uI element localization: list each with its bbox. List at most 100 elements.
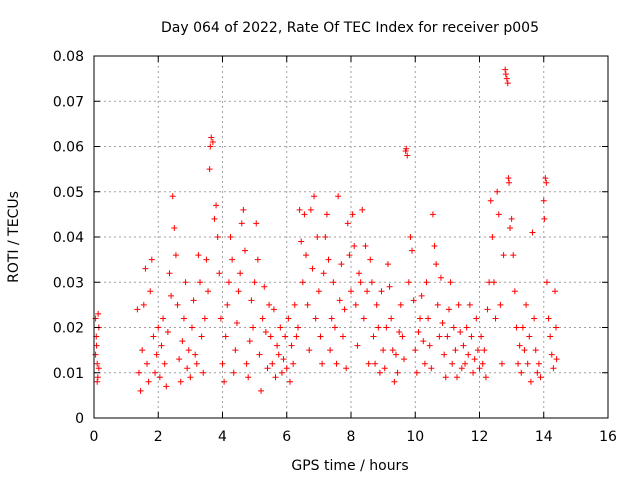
data-point (270, 306, 277, 313)
data-point (457, 329, 464, 336)
data-point (523, 301, 530, 308)
data-point (497, 301, 504, 308)
data-point (230, 369, 237, 376)
data-point (473, 315, 480, 322)
x-tick-label: 16 (599, 429, 617, 445)
data-point (515, 360, 522, 367)
data-point (221, 378, 228, 385)
data-point (537, 374, 544, 381)
data-point (543, 279, 550, 286)
data-point (331, 324, 338, 331)
data-point (172, 252, 179, 259)
data-point (399, 333, 406, 340)
data-point (470, 369, 477, 376)
data-point (179, 338, 186, 345)
data-point (323, 211, 330, 218)
data-point (288, 342, 295, 349)
data-point (274, 342, 281, 349)
data-point (474, 347, 481, 354)
data-point (286, 378, 293, 385)
data-point (206, 166, 213, 173)
data-point (444, 333, 451, 340)
data-point (409, 247, 416, 254)
data-point (135, 369, 142, 376)
data-point (503, 75, 510, 82)
data-point (144, 360, 151, 367)
data-point (320, 270, 327, 277)
axis-ticks: 0 2 4 6 8 10 12 14 16 0 0.01 0.02 0.03 0.04 0.05 0.06 0.… (53, 49, 617, 445)
data-point (468, 333, 475, 340)
data-point (466, 301, 473, 308)
data-point (311, 193, 318, 200)
data-point (201, 315, 208, 322)
data-point (506, 179, 513, 186)
data-point (423, 279, 430, 286)
y-tick-label: 0 (75, 411, 84, 427)
data-point (272, 374, 279, 381)
data-point (494, 188, 501, 195)
data-point (307, 206, 314, 213)
data-point (425, 315, 432, 322)
data-point (168, 292, 175, 299)
data-point (437, 274, 444, 281)
data-point (282, 333, 289, 340)
data-point (500, 252, 507, 259)
data-point (541, 215, 548, 222)
data-point (336, 297, 343, 304)
data-point (280, 356, 287, 363)
data-point (254, 256, 261, 263)
data-point (205, 288, 212, 295)
data-point (309, 265, 316, 272)
data-point (200, 369, 207, 376)
data-point (137, 387, 144, 394)
data-point (217, 315, 224, 322)
data-point (139, 347, 146, 354)
data-point (166, 270, 173, 277)
data-point (465, 351, 472, 358)
y-tick-label: 0.04 (53, 230, 84, 246)
data-point (95, 365, 102, 372)
data-point (258, 387, 265, 394)
data-point (301, 211, 308, 218)
data-point (405, 279, 412, 286)
x-tick-label: 8 (347, 429, 356, 445)
data-point (222, 333, 229, 340)
data-point (370, 333, 377, 340)
data-point (484, 306, 491, 313)
y-axis-label: ROTI / TECUs (6, 191, 22, 283)
data-point (421, 360, 428, 367)
data-point (341, 306, 348, 313)
data-point (322, 234, 329, 240)
data-point (487, 197, 494, 204)
data-point (209, 138, 216, 145)
data-point (418, 292, 425, 299)
data-point (180, 315, 187, 322)
data-point (552, 324, 559, 331)
data-point (463, 324, 470, 331)
data-point (504, 80, 511, 87)
y-tick-label: 0.03 (53, 275, 84, 291)
data-point (261, 283, 268, 290)
data-point (163, 383, 170, 390)
data-point (543, 179, 550, 186)
data-point (203, 256, 210, 263)
data-point (161, 360, 168, 367)
data-point (450, 324, 457, 331)
data-point (439, 319, 446, 326)
data-point (518, 369, 525, 376)
data-point (511, 288, 518, 295)
data-point (145, 378, 152, 385)
data-point (153, 351, 160, 358)
x-tick-label: 2 (154, 429, 163, 445)
x-tick-label: 6 (282, 429, 291, 445)
data-point (262, 329, 269, 336)
data-point (492, 315, 499, 322)
data-point (314, 234, 321, 240)
data-point (360, 315, 367, 322)
data-point (328, 315, 335, 322)
data-point (476, 365, 483, 372)
data-point (319, 360, 326, 367)
data-point (315, 288, 322, 295)
data-point (502, 71, 509, 78)
data-point (185, 347, 192, 354)
